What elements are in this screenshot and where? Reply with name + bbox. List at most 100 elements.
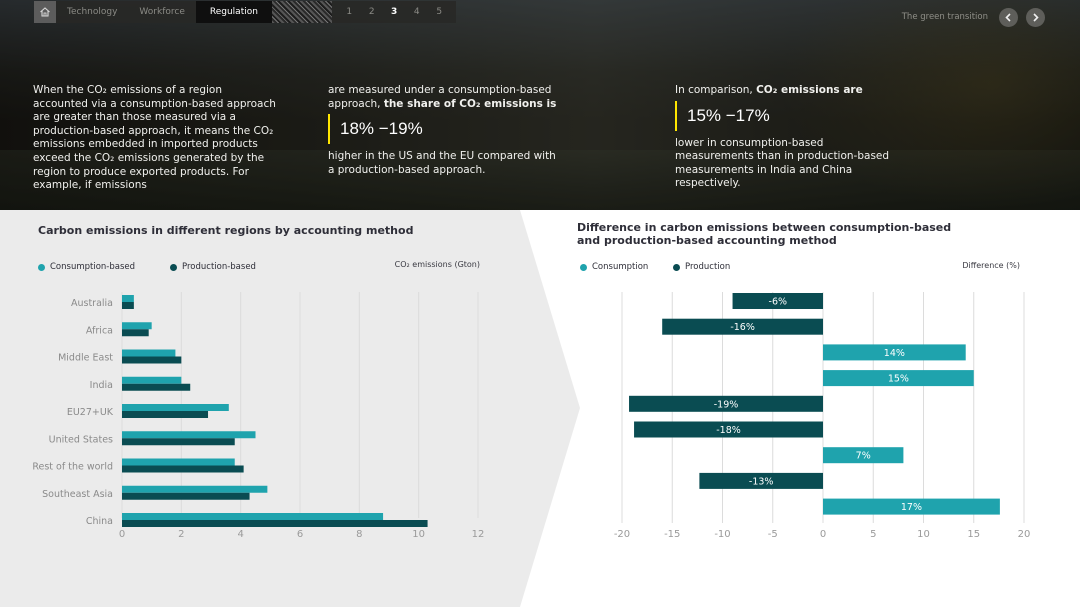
legend-swatch-production — [673, 263, 680, 271]
us-eu-lead-text: are measured under a consumption-based a… — [328, 84, 558, 111]
legend-swatch-production — [170, 263, 177, 271]
x-tick-label: 10 — [412, 529, 425, 540]
x-tick-label: 0 — [820, 529, 826, 540]
home-icon — [40, 7, 50, 17]
intro-paragraph: When the CO₂ emissions of a region accou… — [33, 84, 276, 192]
hero-banner: Technology Workforce Regulation 1 2 3 4 … — [0, 0, 1080, 210]
hero-overlay — [0, 0, 1080, 210]
regional-emissions-panel: Carbon emissions in different regions by… — [0, 210, 580, 607]
x-tick-label: -20 — [614, 529, 630, 540]
india-china-intro: In comparison, — [675, 84, 757, 96]
x-tick-label: 6 — [297, 529, 303, 540]
us-eu-intro: are measured under a consumption-based a… — [328, 84, 552, 110]
axis-unit-label: CO₂ emissions (Gton) — [394, 260, 480, 269]
bar-value-label: 17% — [901, 502, 922, 513]
us-eu-outro: higher in the US and the EU compared wit… — [328, 150, 556, 176]
legend-consumption: Consumption-based — [38, 262, 135, 272]
bar-consumption-southeast-asia — [122, 485, 268, 493]
bar-production-5 — [629, 395, 823, 412]
bar-value-label: -6% — [769, 297, 788, 308]
page-4-link[interactable]: 4 — [413, 7, 420, 17]
x-tick-label: 2 — [178, 529, 184, 540]
india-china-lead-text: In comparison, CO₂ emissions are — [675, 84, 905, 98]
bar-production-africa — [122, 329, 149, 337]
bar-production-2 — [662, 318, 823, 335]
india-china-stat-value: 15% −17% — [687, 105, 770, 125]
x-tick-label: -15 — [664, 529, 680, 540]
bar-value-label: -16% — [730, 322, 755, 333]
bar-consumption-4 — [823, 370, 974, 387]
x-tick-label: 5 — [870, 529, 876, 540]
page-selector: 1 2 3 4 5 — [331, 1, 457, 23]
us-eu-stat-value: 18% −19% — [340, 119, 423, 139]
legend-label-production: Production-based — [182, 262, 256, 272]
page-2-link[interactable]: 2 — [368, 7, 375, 17]
x-tick-label: 4 — [237, 529, 243, 540]
category-label-southeast-asia: Southeast Asia — [42, 489, 113, 500]
india-china-emphasis: CO₂ emissions are — [756, 84, 863, 96]
bar-consumption-7 — [823, 447, 904, 464]
panel-arrow-background — [0, 210, 580, 607]
bar-consumption-3 — [823, 344, 966, 361]
bar-consumption-africa — [122, 322, 152, 330]
bar-production-6 — [634, 421, 823, 438]
us-eu-stat: 18% −19% — [328, 114, 558, 145]
us-eu-emphasis: the share of CO₂ emissions is — [383, 97, 557, 110]
next-button[interactable] — [1026, 8, 1045, 27]
bar-production-rest-of-the-world — [122, 465, 244, 473]
bar-production-eu27-uk — [122, 411, 209, 418]
x-tick-label: 15 — [967, 529, 980, 540]
category-label-africa: Africa — [86, 325, 113, 336]
bar-value-label: -13% — [749, 476, 774, 487]
category-label-india: India — [90, 380, 113, 391]
bar-consumption-united-states — [122, 431, 256, 439]
legend-label-production: Production — [685, 262, 731, 272]
x-tick-label: 0 — [119, 529, 125, 540]
page-1-link[interactable]: 1 — [346, 7, 353, 17]
previous-button[interactable] — [999, 8, 1018, 27]
top-navigation: Technology Workforce Regulation 1 2 3 4 … — [34, 1, 457, 23]
section-label: The green transition — [901, 12, 988, 22]
bar-production-8 — [699, 472, 823, 489]
bar-production-china — [122, 520, 428, 527]
bar-consumption-middle-east — [122, 349, 176, 357]
bar-production-united-states — [122, 438, 235, 446]
legend-production: Production-based — [170, 262, 256, 272]
bar-consumption-australia — [122, 295, 134, 302]
x-tick-label: 8 — [356, 529, 362, 540]
nav-decorative-strip — [271, 1, 332, 23]
regional-emissions-chart: 0 2 4 6 8 10 12 Australia Africa Middle East India… — [32, 292, 484, 540]
category-label-united-states: United States — [49, 434, 113, 445]
legend-label-consumption: Consumption-based — [50, 262, 136, 272]
bar-value-label: 7% — [856, 451, 871, 462]
x-tick-label: 10 — [917, 529, 930, 540]
page-5-link[interactable]: 5 — [436, 7, 443, 17]
chevron-left-icon — [1005, 13, 1011, 22]
category-label-eu27-uk: EU27+UK — [67, 407, 114, 418]
bar-consumption-rest-of-the-world — [122, 458, 235, 466]
x-tick-label: -10 — [714, 529, 730, 540]
tab-workforce[interactable]: Workforce — [128, 1, 196, 23]
legend-swatch-consumption — [580, 263, 587, 271]
bar-production-australia — [122, 302, 134, 309]
bar-production-middle-east — [122, 356, 182, 364]
x-tick-label: 20 — [1018, 529, 1031, 540]
page-3-link[interactable]: 3 — [391, 7, 398, 17]
bar-consumption-9 — [823, 498, 1000, 515]
home-button[interactable] — [34, 1, 56, 23]
category-label-middle-east: Middle East — [58, 353, 113, 364]
difference-panel: Difference in carbon emissions between c… — [577, 210, 1080, 607]
tab-technology[interactable]: Technology — [56, 1, 129, 23]
category-label-rest-of-the-world: Rest of the world — [32, 462, 113, 473]
india-china-stat: 15% −17% — [675, 100, 905, 131]
axis-unit-label: Difference (%) — [962, 261, 1020, 270]
legend-label-consumption: Consumption — [592, 262, 649, 272]
tab-regulation[interactable]: Regulation — [195, 1, 272, 23]
legend-consumption: Consumption — [580, 262, 648, 272]
bar-value-label: -18% — [716, 425, 741, 436]
chevron-right-icon — [1033, 13, 1039, 22]
x-tick-label: -5 — [768, 529, 778, 540]
bar-value-label: 15% — [888, 374, 909, 385]
bar-production-southeast-asia — [122, 492, 250, 500]
bar-consumption-india — [122, 376, 182, 384]
